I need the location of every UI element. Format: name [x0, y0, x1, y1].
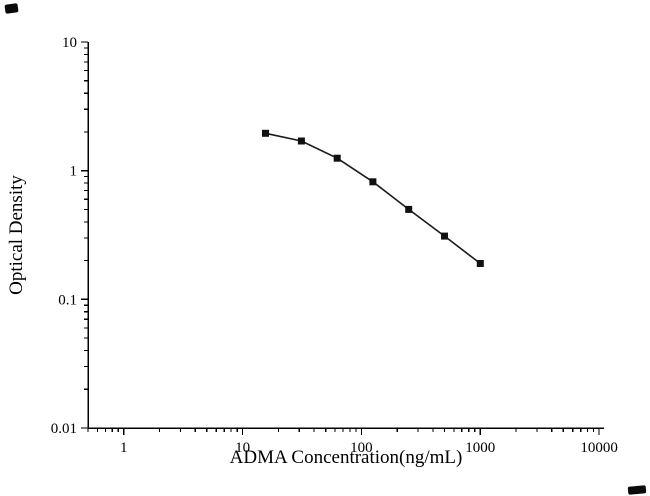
- axes: [87, 42, 604, 429]
- scan-artifact-bottom-right: [627, 485, 647, 495]
- data-point-marker: [405, 205, 413, 213]
- y-tick-label: 10: [62, 35, 77, 51]
- x-tick-label: 10: [235, 440, 250, 456]
- x-tick-label: 100: [350, 440, 373, 456]
- data-point-marker: [262, 129, 269, 137]
- data-point-marker: [333, 154, 341, 162]
- scan-artifact-top-left: [4, 3, 19, 14]
- data-series: [262, 129, 484, 267]
- data-point-marker: [297, 137, 305, 145]
- y-tick-label: 0.01: [51, 421, 77, 437]
- data-point-marker: [369, 178, 377, 186]
- x-tick-label: 1: [120, 440, 128, 456]
- data-point-marker: [476, 260, 484, 267]
- x-tick-label: 10000: [580, 440, 618, 456]
- data-point-marker: [441, 232, 448, 240]
- y-axis-label: Optical Density: [6, 175, 27, 295]
- x-tick-label: 1000: [465, 440, 495, 456]
- y-tick-label: 1: [70, 164, 78, 180]
- axis-ticks: 1 10 100 1000 10000 10 1 0.1 0.01: [51, 35, 618, 456]
- series-line: [265, 132, 481, 265]
- x-axis-label: ADMA Concentration(ng/mL): [230, 447, 463, 468]
- y-tick-label: 0.1: [58, 292, 77, 308]
